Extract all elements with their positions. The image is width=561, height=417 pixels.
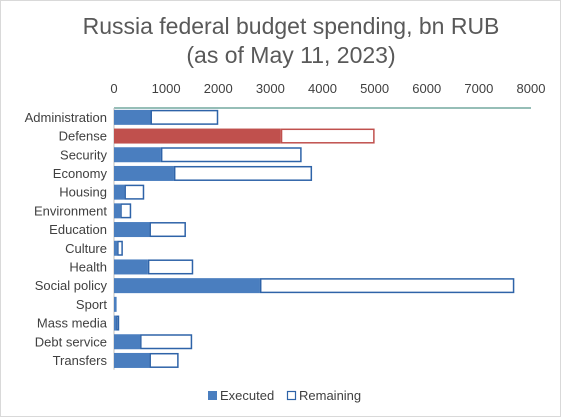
y-axis: Administration Defense Security Economy Hous…: [25, 108, 115, 370]
category-label: Mass media: [37, 316, 108, 331]
legend-swatch-executed: [208, 391, 217, 400]
bar-executed: [114, 109, 151, 125]
category-label: Debt service: [35, 334, 107, 349]
bar-executed: [114, 278, 260, 294]
bar-remaining: [120, 203, 132, 219]
x-tick-label: 5000: [360, 81, 389, 96]
x-tick-label: 1000: [152, 81, 181, 96]
x-tick-label: 6000: [412, 81, 441, 96]
x-tick-label: 3000: [256, 81, 285, 96]
bar-executed: [114, 315, 117, 331]
x-tick-label: 4000: [308, 81, 337, 96]
category-label: Housing: [59, 185, 107, 200]
bar-remaining: [147, 259, 194, 275]
bar-executed: [114, 128, 281, 144]
bar-executed: [114, 259, 148, 275]
chart-title-line-2: (as of May 11, 2023): [186, 42, 395, 68]
bar-executed: [114, 352, 150, 368]
bar-remaining: [149, 222, 186, 238]
legend: Executed Remaining: [208, 388, 361, 403]
category-label: Social policy: [35, 278, 108, 293]
category-label: Education: [49, 222, 107, 237]
chart-title-line-1: Russia federal budget spending, bn RUB: [83, 13, 500, 39]
legend-swatch-remaining: [286, 390, 297, 401]
category-label: Transfers: [53, 353, 108, 368]
category-label: Economy: [53, 166, 108, 181]
bar-remaining: [150, 109, 219, 125]
category-label: Health: [69, 259, 107, 274]
x-tick-label: 8000: [517, 81, 546, 96]
bar-remaining: [280, 128, 375, 144]
bar-executed: [114, 184, 125, 200]
bar-executed: [114, 203, 121, 219]
bar-remaining: [116, 315, 120, 331]
x-tick-label: 0: [110, 81, 117, 96]
category-label: Security: [60, 147, 107, 162]
bars: [114, 109, 515, 368]
bar-executed: [114, 222, 150, 238]
bar-remaining: [124, 184, 145, 200]
bar-executed: [114, 147, 161, 163]
category-label: Environment: [34, 203, 107, 218]
bar-remaining: [173, 165, 313, 181]
x-axis: 0 1000 2000 3000 4000 5000 6000 7000 8000: [110, 81, 546, 109]
bar-remaining: [149, 352, 179, 368]
category-label: Culture: [65, 241, 107, 256]
legend-label-executed: Executed: [220, 388, 274, 403]
bar-remaining: [160, 147, 302, 163]
category-label: Sport: [76, 297, 107, 312]
x-tick-label: 2000: [204, 81, 233, 96]
category-label: Administration: [25, 110, 107, 125]
bar-remaining: [259, 278, 515, 294]
bar-remaining: [140, 334, 193, 350]
category-label: Defense: [59, 129, 107, 144]
bar-executed: [114, 165, 174, 181]
x-tick-label: 7000: [464, 81, 493, 96]
bar-executed: [114, 334, 141, 350]
bar-executed: [114, 240, 118, 256]
bar-executed: [114, 296, 117, 312]
legend-label-remaining: Remaining: [299, 388, 361, 403]
bar-remaining: [117, 240, 123, 256]
